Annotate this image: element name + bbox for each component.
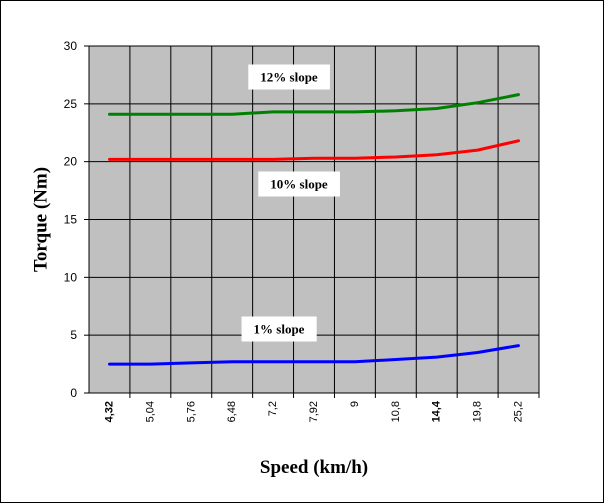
x-tick-label: 4,32 xyxy=(103,401,115,422)
x-axis-ticks: 4,32 5,04 5,76 6,48 7,2 7,92 9 10,8 14,4 19,8 25,2 xyxy=(103,393,540,422)
x-tick-label: 7,92 xyxy=(308,401,320,422)
x-tick-label: 19,8 xyxy=(472,401,484,422)
series-label-box: 12% slope xyxy=(248,64,330,90)
series-label-bg xyxy=(241,316,317,342)
y-tick-label: 0 xyxy=(70,386,77,400)
y-axis-ticks: 0 5 10 15 20 25 30 xyxy=(64,39,89,400)
y-tick-label: 25 xyxy=(64,97,78,111)
x-tick-label: 14,4 xyxy=(431,400,443,422)
series-label: 12% slope xyxy=(260,70,318,85)
x-tick-label: 9 xyxy=(349,401,361,407)
y-tick-label: 15 xyxy=(64,213,78,227)
series-line xyxy=(108,344,520,366)
x-tick-label: 5,76 xyxy=(185,401,197,422)
x-tick-label: 10,8 xyxy=(390,401,402,422)
series-label-box: 10% slope xyxy=(258,171,340,197)
y-tick-label: 5 xyxy=(70,328,77,342)
x-tick-label: 25,2 xyxy=(513,401,525,422)
x-tick-label: 7,2 xyxy=(267,401,279,416)
series-label-bg xyxy=(258,171,340,197)
y-tick-label: 30 xyxy=(64,39,78,53)
series-labels: 12% slope 10% slope 1% slope xyxy=(241,64,340,342)
series-label: 1% slope xyxy=(254,322,305,337)
x-tick-label: 5,04 xyxy=(144,401,156,422)
y-axis-title: Torque (Nm) xyxy=(31,167,52,272)
series-label-box: 1% slope xyxy=(241,316,317,342)
series-label: 10% slope xyxy=(270,177,328,192)
series-label-bg xyxy=(248,64,330,90)
x-tick-label: 6,48 xyxy=(226,401,238,422)
x-axis-title: Speed (km/h) xyxy=(260,457,368,478)
series-line xyxy=(108,139,520,161)
series-lines xyxy=(108,93,520,366)
y-tick-label: 20 xyxy=(64,155,78,169)
y-tick-label: 10 xyxy=(64,270,78,284)
series-line xyxy=(108,93,520,116)
